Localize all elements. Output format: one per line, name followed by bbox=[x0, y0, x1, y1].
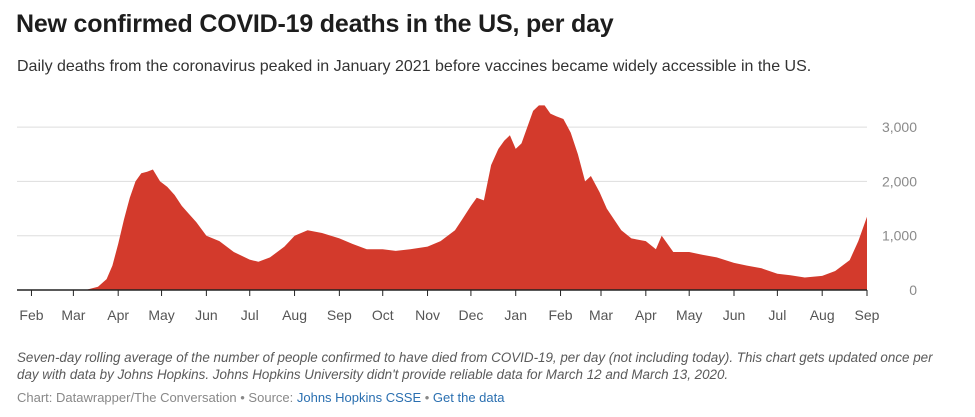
x-tick-label: Feb bbox=[548, 307, 572, 323]
x-tick-label: Aug bbox=[810, 307, 835, 323]
y-tick-label: 1,000 bbox=[882, 228, 917, 244]
chart-subtitle: Daily deaths from the coronavirus peaked… bbox=[17, 58, 812, 75]
chart-credit: Chart: Datawrapper/The Conversation • So… bbox=[17, 390, 504, 405]
x-tick-label: Mar bbox=[61, 307, 85, 323]
get-data-link[interactable]: Get the data bbox=[432, 390, 505, 405]
x-tick-label: Jul bbox=[768, 307, 786, 323]
source-link[interactable]: Johns Hopkins CSSE bbox=[296, 390, 422, 405]
y-axis-ticks: 0 1,000 2,000 3,000 bbox=[882, 119, 917, 298]
y-tick-label: 0 bbox=[909, 282, 917, 298]
x-tick-label: Sep bbox=[327, 307, 352, 323]
x-tick-label: Jan bbox=[504, 307, 527, 323]
x-tick-label: Oct bbox=[372, 307, 394, 323]
x-tick-label: Jun bbox=[195, 307, 218, 323]
x-tick-label: Jun bbox=[723, 307, 746, 323]
x-tick-label: Apr bbox=[635, 307, 657, 323]
x-tick-label: Aug bbox=[282, 307, 307, 323]
x-tick-label: Apr bbox=[107, 307, 129, 323]
credit-separator: • bbox=[421, 390, 433, 405]
y-tick-label: 2,000 bbox=[882, 173, 917, 189]
y-tick-label: 3,000 bbox=[882, 119, 917, 135]
x-tick-label: Mar bbox=[589, 307, 613, 323]
x-tick-label: May bbox=[676, 307, 702, 323]
x-tick-label: Nov bbox=[415, 307, 440, 323]
x-axis-ticks: Feb Mar Apr May Jun Jul Aug Sep Oct Nov Dec Jan Feb M… bbox=[19, 290, 880, 323]
x-tick-label: Sep bbox=[855, 307, 880, 323]
chart-title: New confirmed COVID-19 deaths in the US,… bbox=[16, 10, 614, 38]
x-tick-label: Dec bbox=[458, 307, 483, 323]
x-tick-label: Feb bbox=[19, 307, 43, 323]
x-tick-label: Jul bbox=[241, 307, 259, 323]
credit-prefix: Chart: Datawrapper/The Conversation • So… bbox=[17, 390, 297, 405]
deaths-area bbox=[17, 105, 867, 291]
chart-notes: Seven-day rolling average of the number … bbox=[17, 350, 933, 382]
x-tick-label: May bbox=[148, 307, 174, 323]
